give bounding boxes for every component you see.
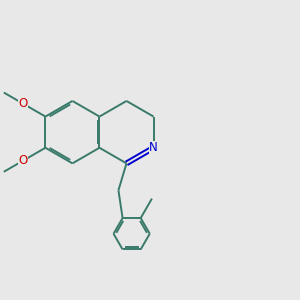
Text: O: O: [19, 154, 28, 167]
Text: O: O: [19, 97, 28, 110]
Text: N: N: [149, 141, 158, 154]
